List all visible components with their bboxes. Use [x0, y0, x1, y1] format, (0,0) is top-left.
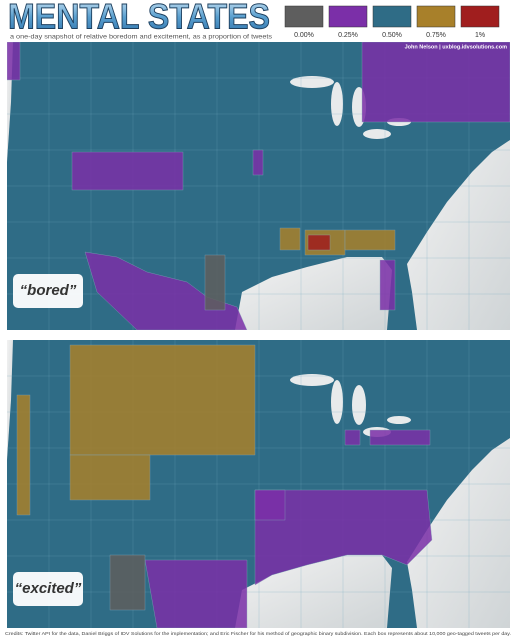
region — [279, 227, 301, 251]
region — [307, 234, 331, 251]
region — [109, 554, 146, 611]
legend-label: 0.75% — [426, 32, 446, 39]
region — [361, 42, 510, 123]
legend-swatch — [372, 5, 412, 28]
legend-swatch — [328, 5, 368, 28]
lake — [363, 129, 391, 139]
ocean — [235, 555, 392, 628]
legend-label: 0.00% — [294, 32, 314, 39]
subtitle: a one-day snapshot of relative boredom a… — [10, 34, 272, 41]
lake — [331, 82, 343, 126]
legend-swatch — [460, 5, 500, 28]
lake — [290, 374, 334, 386]
ocean — [407, 140, 510, 330]
region — [7, 42, 21, 81]
panel-label: “bored” — [20, 282, 77, 299]
legend-label: 0.50% — [382, 32, 402, 39]
ocean — [235, 257, 392, 330]
legend-label: 0.25% — [338, 32, 358, 39]
legend-swatch — [284, 5, 324, 28]
region — [344, 429, 361, 446]
region — [69, 344, 256, 456]
legend: 0.00% 0.25% 0.50% 0.75% 1% — [284, 5, 500, 39]
author: John Nelson | uxblog.idvsolutions.com — [405, 44, 507, 50]
ocean — [7, 340, 13, 460]
map-panel: “excited” — [7, 340, 510, 628]
region — [252, 149, 264, 176]
region — [144, 559, 248, 628]
ocean — [407, 438, 510, 628]
panel-label: “excited” — [15, 580, 82, 597]
lake — [352, 385, 366, 425]
map — [7, 340, 510, 628]
region — [69, 454, 151, 501]
legend-label: 1% — [475, 32, 485, 39]
lake — [331, 380, 343, 424]
region — [204, 254, 226, 311]
region — [379, 259, 396, 311]
label-box — [13, 572, 83, 606]
lake — [387, 416, 411, 424]
legend-swatch — [416, 5, 456, 28]
region — [369, 429, 431, 446]
credits: Credits: Twitter API for the data, Danie… — [5, 631, 511, 636]
region — [254, 489, 433, 586]
map-panel: “bored” — [7, 42, 510, 330]
label-box — [13, 274, 83, 308]
region — [16, 394, 31, 516]
map — [7, 42, 510, 330]
region — [254, 489, 286, 521]
region — [344, 229, 396, 251]
region — [71, 151, 184, 191]
title: MENTAL STATES — [8, 0, 270, 36]
